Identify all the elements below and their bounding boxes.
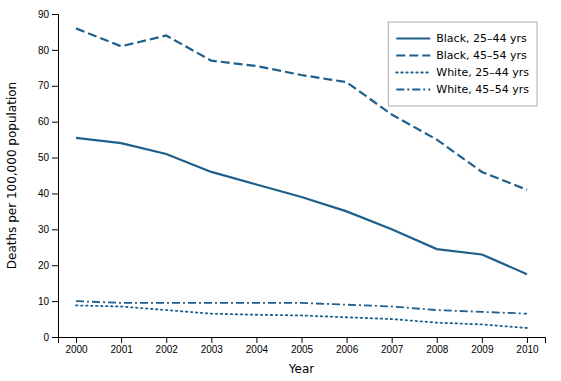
x-tick-mark xyxy=(527,337,528,343)
x-tick-label: 2007 xyxy=(381,344,404,355)
y-tick-mark xyxy=(52,122,58,123)
x-tick-mark xyxy=(347,337,348,343)
x-tick-mark xyxy=(211,337,212,343)
x-tick: 2009 xyxy=(471,337,494,355)
y-tick-mark xyxy=(52,337,58,338)
x-tick-label: 2010 xyxy=(516,344,539,355)
y-tick-mark xyxy=(52,301,58,302)
y-axis-line xyxy=(52,15,59,338)
x-tick-mark xyxy=(256,337,257,343)
y-tick: 50 xyxy=(38,152,58,163)
x-tick-mark xyxy=(482,337,483,343)
x-axis-line xyxy=(59,338,546,344)
y-tick-label: 10 xyxy=(38,296,50,307)
y-tick-mark xyxy=(52,86,58,87)
x-tick: 2001 xyxy=(111,337,134,355)
x-tick-mark xyxy=(76,337,77,343)
series-line xyxy=(76,305,527,328)
x-tick-label: 2006 xyxy=(336,344,359,355)
y-tick: 70 xyxy=(38,80,58,91)
y-tick-label: 50 xyxy=(38,152,50,163)
x-axis-title: Year xyxy=(288,362,314,376)
x-tick: 2000 xyxy=(65,337,88,355)
x-tick-mark xyxy=(302,337,303,343)
x-tick: 2002 xyxy=(156,337,179,355)
x-tick: 2004 xyxy=(246,337,269,355)
legend-swatch xyxy=(396,72,430,74)
y-tick-label: 70 xyxy=(38,80,50,91)
series-line xyxy=(76,301,527,314)
legend-swatch xyxy=(396,54,430,56)
x-tick-label: 2004 xyxy=(246,344,269,355)
x-tick-label: 2009 xyxy=(471,344,494,355)
y-tick: 80 xyxy=(38,45,58,56)
legend: Black, 25–44 yrs Black, 45–54 yrs White, 2… xyxy=(388,22,537,106)
x-tick: 2003 xyxy=(201,337,224,355)
legend-swatch xyxy=(396,37,430,39)
y-tick-mark xyxy=(52,193,58,194)
x-tick-label: 2003 xyxy=(201,344,224,355)
y-tick-mark xyxy=(52,229,58,230)
x-tick-label: 2008 xyxy=(426,344,449,355)
x-tick: 2010 xyxy=(516,337,539,355)
x-tick: 2006 xyxy=(336,337,359,355)
legend-box xyxy=(388,22,537,106)
y-tick: 10 xyxy=(38,296,58,307)
y-tick: 30 xyxy=(38,224,58,235)
y-tick: 60 xyxy=(38,116,58,127)
x-tick-label: 2005 xyxy=(291,344,314,355)
x-tick-mark xyxy=(166,337,167,343)
legend-label: Black, 25–44 yrs xyxy=(436,32,527,45)
y-tick: 0 xyxy=(43,332,58,343)
y-tick-mark xyxy=(52,265,58,266)
series-line xyxy=(76,28,527,190)
legend-label: Black, 45–54 yrs xyxy=(436,49,527,62)
plot: 2000200120022003200420052006200720082009… xyxy=(38,9,546,355)
chart: 2000200120022003200420052006200720082009… xyxy=(0,0,561,381)
y-tick-mark xyxy=(52,50,58,51)
y-tick-label: 60 xyxy=(38,116,50,127)
y-tick: 40 xyxy=(38,188,58,199)
x-tick-label: 2002 xyxy=(156,344,179,355)
y-tick-mark xyxy=(52,14,58,15)
y-axis: 0 10 20 30 40 50 60 70 80 90 xyxy=(38,9,59,343)
y-tick-label: 90 xyxy=(38,9,50,20)
y-axis-title: Deaths per 100,000 population xyxy=(5,82,19,269)
x-tick-label: 2001 xyxy=(111,344,134,355)
y-tick-label: 80 xyxy=(38,45,50,56)
series-line xyxy=(76,138,527,274)
y-tick-label: 40 xyxy=(38,188,50,199)
x-tick-mark xyxy=(121,337,122,343)
x-axis: 2000 2001 2002 2003 2004 2005 2006 2007 2008 2009… xyxy=(59,337,546,355)
x-tick: 2005 xyxy=(291,337,314,355)
x-tick: 2007 xyxy=(381,337,404,355)
legend-label: White, 25–44 yrs xyxy=(436,66,529,79)
y-tick-mark xyxy=(52,158,58,159)
x-tick-label: 2000 xyxy=(65,344,88,355)
y-tick-label: 30 xyxy=(38,224,50,235)
y-tick: 20 xyxy=(38,260,58,271)
x-tick-mark xyxy=(437,337,438,343)
y-tick: 90 xyxy=(38,9,58,20)
y-tick-label: 20 xyxy=(38,260,50,271)
x-tick: 2008 xyxy=(426,337,449,355)
x-tick-mark xyxy=(392,337,393,343)
legend-label: White, 45–54 yrs xyxy=(436,83,529,96)
legend-swatch xyxy=(396,89,430,91)
y-tick-label: 0 xyxy=(43,332,49,343)
